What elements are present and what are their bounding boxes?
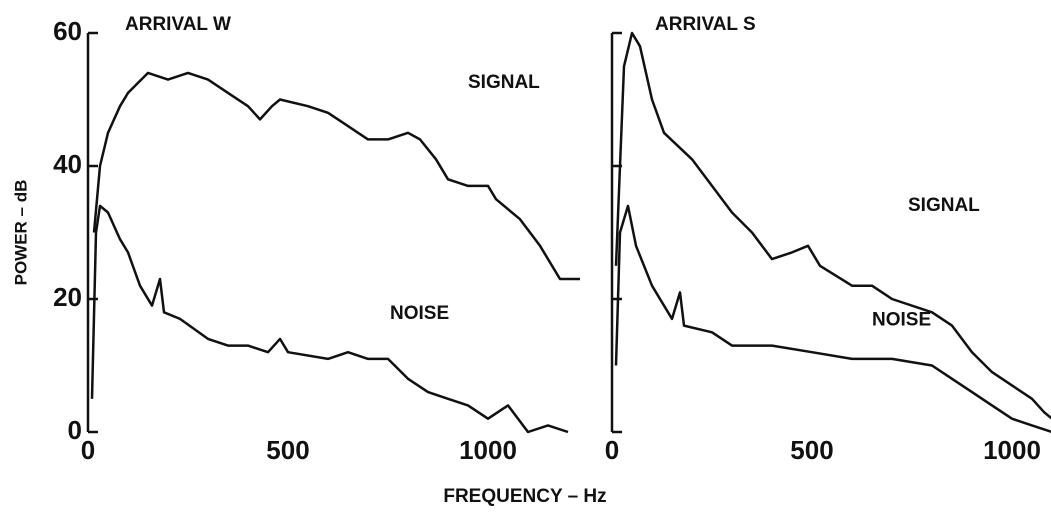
series-label: SIGNAL — [468, 72, 540, 93]
x-tick-label: 1000 — [983, 435, 1041, 465]
data-line — [614, 204, 1051, 433]
x-tick-label: 0 — [81, 435, 95, 465]
y-tick-label: 60 — [53, 16, 82, 46]
series-label: NOISE — [872, 310, 931, 331]
y-tick-label: 0 — [68, 415, 82, 445]
x-tick-label: 1000 — [459, 435, 517, 465]
y-axis-label: POWER – dB — [11, 180, 30, 286]
x-axis-label: FREQUENCY – Hz — [443, 486, 606, 507]
panel-title: ARRIVAL W — [125, 14, 231, 35]
y-tick-label: 40 — [53, 149, 82, 179]
x-tick-label: 0 — [605, 435, 619, 465]
panel-title: ARRIVAL S — [655, 14, 756, 35]
x-tick-label: 500 — [266, 435, 309, 465]
data-line — [92, 71, 580, 281]
series-label: SIGNAL — [908, 195, 980, 216]
data-line — [614, 31, 1051, 420]
y-tick-label: 20 — [53, 282, 82, 312]
x-tick-label: 500 — [790, 435, 833, 465]
data-line — [90, 204, 569, 434]
series-label: NOISE — [390, 303, 449, 324]
